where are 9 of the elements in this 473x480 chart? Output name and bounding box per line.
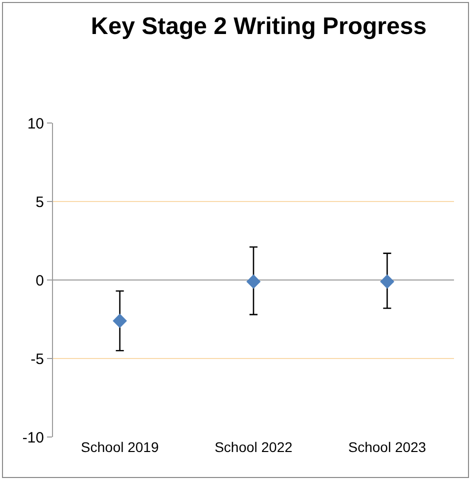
chart-title: Key Stage 2 Writing Progress [90, 13, 427, 40]
x-tick-label: School 2023 [348, 439, 426, 455]
x-tick-label: School 2019 [80, 439, 159, 455]
y-tick-label: -5 [30, 350, 44, 368]
y-tick-label: 10 [27, 115, 44, 132]
y-tick-label: -10 [22, 429, 44, 446]
y-tick-label: 5 [36, 194, 44, 211]
y-tick-label: 0 [36, 272, 44, 290]
x-tick-label: School 2022 [214, 439, 293, 455]
